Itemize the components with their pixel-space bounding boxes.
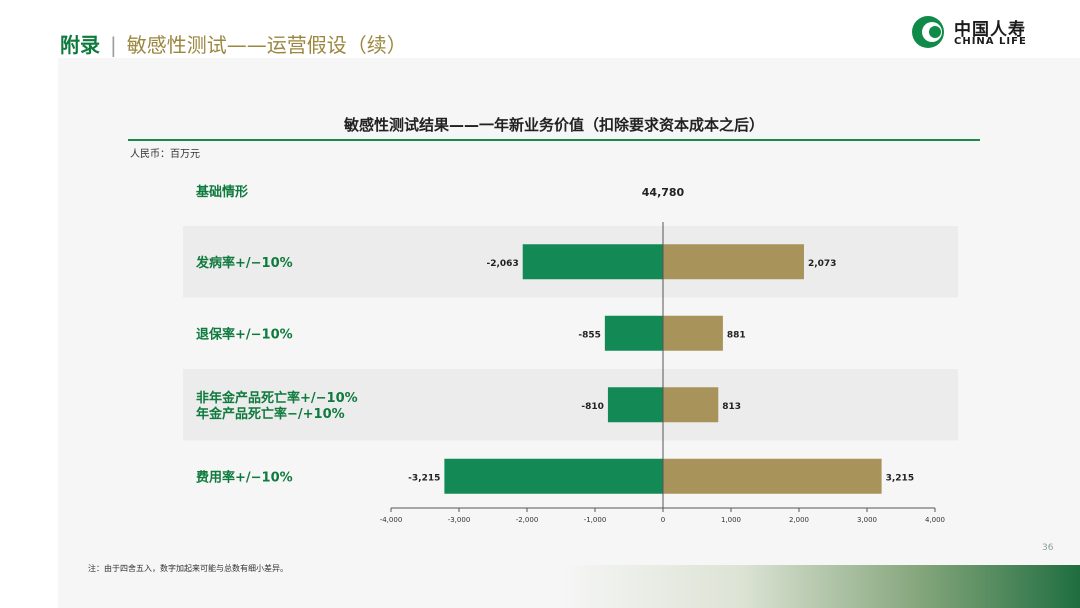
bar-positive [663,315,723,351]
title-separator: | [110,33,117,57]
data-label-positive: 881 [727,330,746,340]
data-label-negative: -810 [581,402,604,412]
bar-negative [604,315,663,351]
x-tick-label: 3,000 [857,516,877,524]
category-label: 费用率+/−10% [196,469,293,485]
data-label-positive: 2,073 [808,259,836,269]
data-label-negative: -2,063 [487,259,519,269]
bar-positive [663,387,719,423]
china-life-logo-icon [912,16,944,48]
category-label: 发病率+/−10% [195,255,293,271]
unit-label: 人民币：百万元 [130,149,200,160]
footnote: 注：由于四舍五入，数字加起来可能与总数有细小差异。 [88,564,288,573]
content-panel [58,58,1080,608]
data-label-positive: 813 [722,402,741,412]
x-tick-label: -3,000 [448,516,471,524]
data-label-positive: 3,215 [886,473,914,483]
x-tick-label: 4,000 [925,516,945,524]
row-band [183,369,958,441]
chart-title: 敏感性测试结果——一年新业务价值（扣除要求资本成本之后） [343,116,764,134]
decorative-gradient [560,565,1080,608]
title-sub: 敏感性测试——运营假设（续） [126,33,407,57]
slide-header: 附录 | 敏感性测试——运营假设（续） 中国人寿 CHINA LIFE [0,0,1080,58]
slide-title: 附录 | 敏感性测试——运营假设（续） [60,29,407,58]
x-tick-label: 0 [661,516,665,524]
category-label: 退保率+/−10% [196,326,293,342]
x-tick-label: 1,000 [721,516,741,524]
logo-text-cn: 中国人寿 [954,20,1026,40]
category-label: 非年金产品死亡率+/−10% [196,390,358,406]
logo-text-en: CHINA LIFE [954,36,1027,47]
base-case-value: 44,780 [642,186,685,199]
x-tick-label: -2,000 [516,516,539,524]
category-label: 年金产品死亡率−/+10% [196,406,345,422]
bar-negative [444,458,663,494]
x-tick-label: -4,000 [380,516,403,524]
data-label-negative: -3,215 [408,473,440,483]
company-logo: 中国人寿 CHINA LIFE [910,14,1050,50]
x-tick-label: -1,000 [584,516,607,524]
bar-positive [663,458,882,494]
bar-positive [663,244,804,280]
title-rule [128,139,980,141]
data-label-negative: -855 [578,330,601,340]
bar-negative [607,387,663,423]
base-case-label: 基础情形 [195,184,248,200]
bar-negative [522,244,663,280]
x-tick-label: 2,000 [789,516,809,524]
page-number: 36 [1042,543,1054,553]
title-main: 附录 [60,33,100,57]
